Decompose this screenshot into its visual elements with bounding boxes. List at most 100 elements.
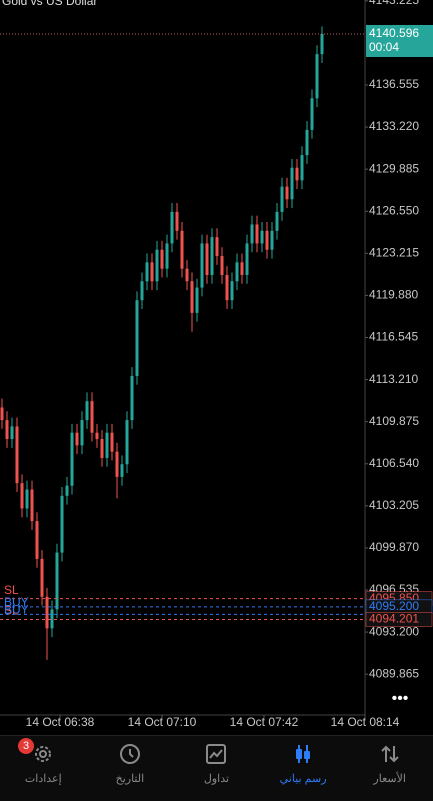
candle-body xyxy=(205,243,209,275)
candle-body xyxy=(270,230,274,250)
candle-body xyxy=(195,287,199,313)
candle-body xyxy=(220,256,224,275)
tab-quotes[interactable]: الأسعار xyxy=(346,736,433,801)
y-tick-label: 4089.865 xyxy=(369,666,419,680)
current-price-timer: 00:04 xyxy=(369,40,399,54)
y-tick-label: 4113.210 xyxy=(369,372,418,386)
order-label: SL xyxy=(4,583,19,597)
icon xyxy=(380,745,399,763)
candle-body xyxy=(280,186,284,212)
y-tick-label: 4123.215 xyxy=(369,246,419,260)
tab-trade[interactable]: تداول xyxy=(173,736,260,801)
icon xyxy=(119,744,140,764)
candle-body xyxy=(150,262,154,282)
x-tick-label: 14 Oct 07:10 xyxy=(128,715,197,729)
chart: Gold vs US Dollar ••• 4143.225 4136.555 41… xyxy=(0,0,433,735)
y-tick-label: 4136.555 xyxy=(369,77,419,91)
candle-body xyxy=(40,558,44,597)
candle-body xyxy=(170,211,174,244)
current-price-box xyxy=(366,24,433,57)
y-tick-label: 4143.225 xyxy=(369,0,419,7)
candle-body xyxy=(15,426,19,484)
candle-body xyxy=(45,596,49,629)
candle-body xyxy=(245,243,249,275)
candle-body xyxy=(320,33,324,55)
candle-body xyxy=(190,281,194,313)
candle-body xyxy=(235,262,239,282)
more-menu[interactable]: ••• xyxy=(392,690,409,707)
y-tick-label: 4106.540 xyxy=(369,456,419,470)
tab-label: إعدادات xyxy=(24,773,62,785)
y-tick-label: 4133.220 xyxy=(369,119,419,133)
badge: 3 xyxy=(18,738,34,754)
candle-body xyxy=(155,249,159,282)
candle-body xyxy=(185,268,189,282)
candle-body xyxy=(315,54,319,99)
chart-title: Gold vs US Dollar xyxy=(2,0,97,8)
x-tick-label: 14 Oct 08:14 xyxy=(331,715,400,729)
tab-bar: 3 إعدادات التاريخ تداول رسم بياني الأسعا… xyxy=(0,735,433,801)
candle-body xyxy=(70,432,74,486)
candle-body xyxy=(55,552,59,610)
candle-body xyxy=(200,243,204,288)
candle-body xyxy=(145,262,149,282)
candle-body xyxy=(130,375,134,421)
candle-body xyxy=(180,230,184,269)
candle-body xyxy=(310,98,314,130)
candle-body xyxy=(260,230,264,244)
candle-body xyxy=(30,489,34,522)
candle-body xyxy=(275,211,279,231)
tab-chart[interactable]: رسم بياني xyxy=(260,736,347,801)
candle-body xyxy=(210,237,214,275)
order-price-label: 4094.201 xyxy=(369,612,419,626)
candle-body xyxy=(65,485,69,496)
candle-body xyxy=(215,237,219,257)
candle-body xyxy=(300,155,304,181)
y-tick-label: 4103.205 xyxy=(369,498,419,512)
tab-history[interactable]: التاريخ xyxy=(87,736,174,801)
candle-body xyxy=(105,432,109,458)
candle-body xyxy=(35,521,39,559)
candle-body xyxy=(50,609,54,629)
current-price-label: 4140.596 xyxy=(369,26,419,40)
candle-body xyxy=(140,281,144,301)
icon xyxy=(35,746,52,762)
y-tick-label: 4116.545 xyxy=(369,330,418,344)
candle-body xyxy=(295,167,299,181)
candle-body xyxy=(160,249,164,269)
candle-body xyxy=(60,495,64,553)
tab-label: تداول xyxy=(203,773,230,785)
x-tick-label: 14 Oct 07:42 xyxy=(230,715,299,729)
candle-body xyxy=(10,426,14,440)
y-tick-label: 4099.870 xyxy=(369,540,419,554)
candle-body xyxy=(110,432,114,452)
order-price-label: 4095.200 xyxy=(369,599,419,613)
candle-body xyxy=(240,262,244,275)
candle-body xyxy=(95,432,99,440)
candle-body xyxy=(250,224,254,244)
tab-label: الأسعار xyxy=(373,773,406,785)
tab-label: رسم بياني xyxy=(279,773,327,785)
candle-body xyxy=(165,243,169,269)
candle-body xyxy=(75,432,79,446)
y-tick-label: 4129.885 xyxy=(369,161,419,175)
order-price-box xyxy=(365,612,433,627)
icon xyxy=(206,744,227,764)
candle-body xyxy=(25,489,29,509)
order-label: BUY xyxy=(4,595,29,609)
candle-body xyxy=(290,167,294,200)
candle-body xyxy=(125,420,129,465)
candle-body xyxy=(80,420,84,446)
order-label: BUY xyxy=(4,603,29,617)
candle-body xyxy=(305,129,309,156)
candle-body xyxy=(225,274,229,301)
candle-body xyxy=(255,224,259,244)
candle-body xyxy=(0,407,4,421)
candle-body xyxy=(85,401,89,421)
y-tick-label: 4119.880 xyxy=(369,288,418,302)
candle-body xyxy=(265,230,269,250)
chart-bg xyxy=(0,0,433,735)
candle-body xyxy=(135,300,139,376)
candle-body xyxy=(20,483,24,509)
tab-settings[interactable]: 3 إعدادات xyxy=(0,736,87,801)
